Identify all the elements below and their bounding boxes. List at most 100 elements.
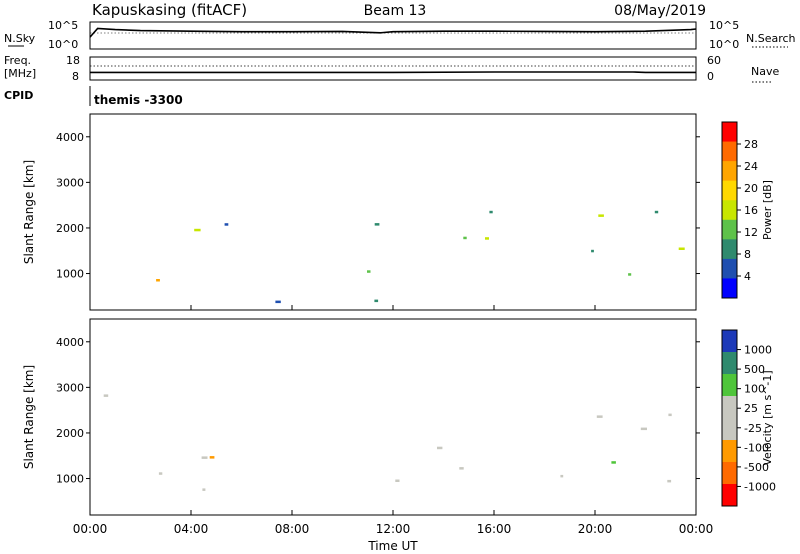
velocity-frame	[89, 318, 697, 516]
power-ytick-label-3000: 3000	[56, 176, 84, 189]
velocity-cell	[667, 479, 672, 483]
power-colorbar-tick-label-4: 12	[744, 226, 758, 239]
power-cell	[374, 299, 379, 303]
power-ytick-label-4000: 4000	[56, 131, 84, 144]
power-colorbar-label: Power [dB]	[761, 180, 774, 240]
power-cell	[224, 223, 229, 226]
station-title: Kapuskasing (fitACF)	[92, 1, 247, 19]
velocity-ytick-label-3000: 3000	[56, 381, 84, 394]
noise-frame	[89, 21, 697, 50]
freq-label-2: [MHz]	[4, 67, 36, 80]
velocity-cell	[103, 394, 109, 397]
x-tick-label-6: 00:00	[679, 522, 714, 536]
power-colorbar-swatches	[722, 122, 737, 299]
power-colorbar-tick-label-0: 28	[744, 138, 758, 151]
power-colorbar-swatch-5	[722, 219, 737, 240]
noise-right-tick-bottom: 10^0	[709, 38, 739, 51]
x-axis: 00:00 04:00 08:00 12:00 16:00 20:00 00:00	[73, 305, 714, 536]
x-axis-label: Time UT	[367, 539, 418, 553]
velocity-colorbar-tick-label-0: 1000	[744, 344, 772, 357]
date-title: 08/May/2019	[614, 3, 706, 19]
velocity-ytick-label-1000: 1000	[56, 473, 84, 486]
noise-left-tick-bottom: 10^0	[48, 38, 78, 51]
noise-panel: N.Sky 10^5 10^0 10^5 10^0 N.Search	[4, 19, 796, 51]
freq-label-1: Freq.	[4, 54, 31, 67]
velocity-colorbar-swatch-7	[722, 484, 737, 507]
freq-panel: Freq. [MHz] 18 8 60 0 Nave	[4, 54, 779, 83]
power-cell	[598, 214, 604, 217]
power-cell	[485, 237, 489, 240]
velocity-cell	[560, 474, 564, 478]
power-colorbar-tick-label-3: 16	[744, 204, 758, 217]
power-colorbar: 28 24 20 16 12 8 4 Power [dB]	[721, 121, 774, 299]
velocity-cell	[209, 456, 215, 459]
x-tick-label-3: 12:00	[376, 522, 411, 536]
power-cell	[628, 273, 632, 276]
velocity-colorbar: 1000 500 100 25 -25 -100 -500 -1000 Velocity [m…	[721, 329, 776, 507]
velocity-cell	[395, 479, 400, 482]
x-tick-label-2: 08:00	[275, 522, 310, 536]
velocity-colorbar-tick-label-4: -25	[744, 422, 762, 435]
power-cell	[489, 210, 493, 214]
noise-right-label: N.Search	[746, 32, 796, 45]
power-colorbar-swatch-0	[722, 122, 737, 143]
velocity-cell	[158, 472, 163, 475]
power-colorbar-tick-label-5: 8	[744, 248, 751, 261]
velocity-cell	[640, 427, 647, 431]
power-colorbar-ticks: 28 24 20 16 12 8 4	[737, 138, 758, 283]
power-data	[156, 210, 685, 304]
velocity-colorbar-label: Velocity [m s^-1]	[761, 370, 774, 465]
power-ylabel: Slant Range [km]	[22, 160, 36, 264]
velocity-colorbar-swatch-1	[722, 352, 737, 375]
power-colorbar-tick-label-1: 24	[744, 160, 758, 173]
power-cell	[591, 249, 594, 253]
velocity-colorbar-tick-label-2: 100	[744, 383, 765, 396]
power-cell	[194, 228, 201, 232]
velocity-cell	[668, 413, 672, 417]
power-cell	[463, 236, 467, 240]
power-cell	[654, 210, 659, 214]
velocity-cell	[611, 461, 616, 464]
velocity-cell	[459, 467, 464, 470]
power-cell	[678, 247, 685, 250]
power-colorbar-tick-label-2: 20	[744, 182, 758, 195]
velocity-cell	[201, 456, 208, 459]
x-tick-label-5: 20:00	[578, 522, 613, 536]
power-colorbar-swatch-2	[722, 161, 737, 182]
cpid-label: CPID	[4, 89, 33, 102]
x-tick-label-1: 04:00	[174, 522, 209, 536]
power-y-ticks: 1000 2000 3000 4000	[56, 131, 700, 281]
noise-left-tick-top: 10^5	[48, 19, 78, 32]
power-ytick-label-2000: 2000	[56, 222, 84, 235]
power-colorbar-swatch-3	[722, 180, 737, 201]
velocity-colorbar-swatch-5	[722, 440, 737, 463]
velocity-colorbar-swatch-4	[722, 418, 737, 441]
velocity-colorbar-swatches	[722, 330, 737, 507]
velocity-data	[103, 394, 672, 491]
freq-right-tick-bottom: 0	[707, 70, 714, 83]
velocity-colorbar-tick-label-1: 500	[744, 363, 765, 376]
velocity-colorbar-swatch-3	[722, 396, 737, 419]
velocity-panel: Slant Range [km] 1000 2000 3000 4000	[22, 318, 700, 516]
velocity-ytick-label-2000: 2000	[56, 427, 84, 440]
power-cell	[367, 270, 371, 273]
power-cell	[275, 300, 281, 304]
velocity-colorbar-tick-label-5: -100	[744, 441, 769, 454]
x-tick-label-4: 16:00	[477, 522, 512, 536]
noise-left-label: N.Sky	[4, 32, 36, 45]
x-tick-label-0: 00:00	[73, 522, 108, 536]
velocity-ylabel: Slant Range [km]	[22, 365, 36, 469]
beam-title: Beam 13	[364, 3, 427, 19]
freq-left-tick-top: 18	[66, 54, 80, 67]
velocity-ytick-label-4000: 4000	[56, 336, 84, 349]
velocity-colorbar-swatch-0	[722, 330, 737, 353]
power-cell	[374, 223, 380, 226]
velocity-cell	[202, 488, 206, 491]
velocity-colorbar-frame	[721, 329, 738, 507]
power-frame	[89, 113, 697, 311]
power-colorbar-swatch-6	[722, 239, 737, 260]
power-ytick-label-1000: 1000	[56, 268, 84, 281]
cpid-value: themis -3300	[94, 93, 183, 107]
velocity-colorbar-tick-label-3: 25	[744, 402, 758, 415]
